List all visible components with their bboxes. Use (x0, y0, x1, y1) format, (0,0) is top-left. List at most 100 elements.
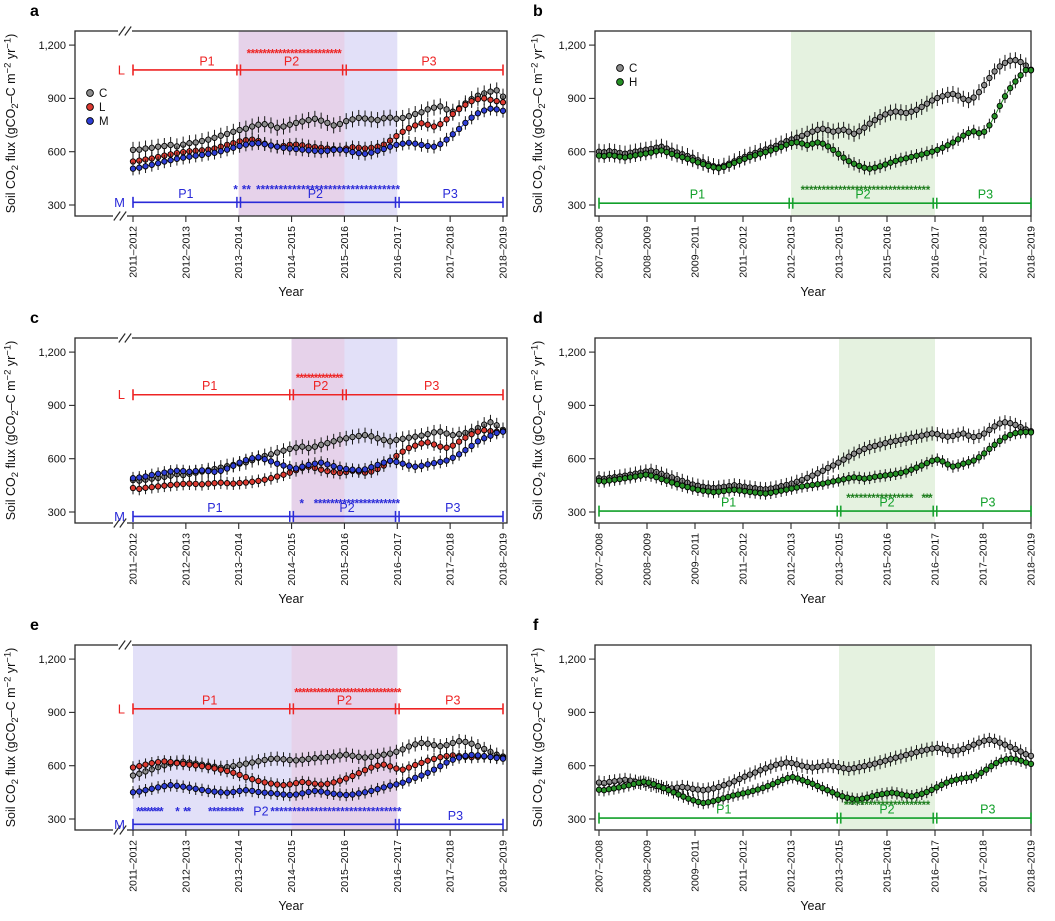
data-point (939, 432, 946, 439)
legend-label-C: C (629, 63, 637, 75)
data-point (136, 474, 143, 481)
data-point (699, 787, 707, 794)
period-label-P1: P1 (721, 496, 736, 510)
data-point (913, 106, 920, 113)
y-tick-label: 900 (48, 400, 66, 412)
period-label-P1: P1 (202, 379, 217, 393)
data-point (399, 140, 406, 147)
data-point (261, 476, 268, 483)
data-point (161, 142, 168, 150)
data-point (923, 431, 931, 438)
data-point (798, 140, 806, 147)
data-point (430, 755, 438, 763)
data-point (180, 154, 187, 161)
data-point (923, 149, 931, 157)
x-tick-label: 2016–2017 (392, 533, 404, 586)
data-point (330, 463, 337, 470)
data-point (393, 748, 400, 755)
data-point (866, 444, 873, 451)
y-axis-title: Soil CO2 flux (gCO2–C m−2 yr−1) (3, 34, 22, 214)
data-point (975, 739, 983, 746)
data-point (236, 479, 243, 487)
axis-break-gap (118, 29, 132, 33)
data-point (136, 788, 143, 795)
data-point (286, 445, 293, 453)
data-point (673, 784, 681, 791)
data-point (902, 435, 910, 442)
data-point (255, 777, 262, 785)
axis-break-icon (118, 26, 132, 36)
period-label-P2: P2 (879, 803, 894, 817)
axis-break-slash (118, 333, 126, 343)
data-point (620, 783, 627, 790)
x-tick-label: 2017–2018 (445, 840, 457, 893)
data-point (663, 477, 670, 484)
data-point (731, 778, 738, 785)
data-point (343, 147, 350, 154)
data-point (772, 145, 780, 153)
data-point (330, 438, 337, 445)
period-bracket-M: MP1 P2 P3* ********************* (114, 498, 504, 524)
data-point (720, 782, 728, 789)
legend-marker-C (616, 64, 624, 72)
x-tick-label: 2016–2017 (930, 840, 942, 893)
data-point (386, 750, 394, 757)
data-point (673, 481, 681, 488)
period-label-P1: P1 (199, 54, 214, 68)
plot-frame (594, 30, 1032, 217)
data-point (437, 141, 444, 148)
data-point (960, 460, 967, 467)
plot-frame (594, 337, 1032, 524)
data-point (437, 458, 444, 466)
y-axis: 300 600 900 1,200 (558, 347, 595, 519)
panel-b-letter: b (533, 3, 543, 20)
data-point (186, 761, 193, 768)
data-point (908, 793, 915, 800)
data-point (954, 747, 962, 754)
data-point (809, 481, 816, 489)
data-point (981, 450, 988, 457)
data-point (305, 779, 312, 786)
data-point (986, 445, 993, 453)
data-point (481, 107, 488, 114)
data-point (965, 432, 972, 439)
data-point (299, 443, 306, 450)
x-tick-label: 2009–2011 (690, 533, 702, 585)
data-point (437, 428, 444, 435)
data-point (230, 128, 237, 135)
data-point (762, 490, 769, 497)
data-point (129, 789, 137, 796)
data-point (611, 152, 618, 159)
data-point (965, 97, 972, 104)
data-point (336, 120, 344, 128)
data-point (699, 160, 707, 168)
data-point (230, 769, 237, 776)
data-point (267, 458, 275, 465)
data-point (902, 155, 910, 162)
y-tick-label: 900 (48, 707, 66, 719)
data-point (973, 772, 980, 779)
data-point (892, 437, 899, 445)
data-point (689, 157, 696, 164)
data-point (462, 119, 469, 127)
data-point (809, 472, 816, 479)
data-point (430, 143, 438, 150)
data-point (148, 144, 155, 151)
data-point (167, 141, 174, 149)
data-point (424, 439, 431, 446)
data-point (205, 136, 212, 143)
significance-asterisks: ******************************* (801, 185, 931, 197)
treatment-label-M: M (114, 509, 125, 524)
data-point (981, 430, 988, 437)
data-point (374, 752, 381, 759)
y-tick-label: 300 (48, 200, 66, 212)
data-point (981, 81, 988, 89)
data-point (274, 449, 281, 456)
data-point (944, 142, 951, 149)
data-point (887, 159, 894, 166)
data-point (767, 489, 774, 496)
data-point (595, 477, 603, 485)
data-point (305, 444, 312, 452)
data-point (455, 105, 463, 113)
period-label-P3: P3 (980, 496, 995, 510)
